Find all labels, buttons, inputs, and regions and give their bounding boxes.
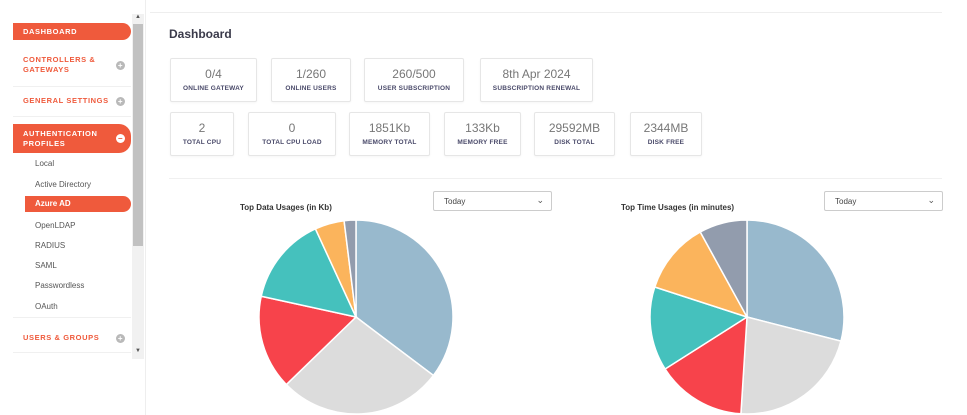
stat-value: 133Kb [465, 121, 500, 135]
sidebar-subitem-openldap[interactable]: OpenLDAP [35, 221, 76, 230]
sidebar-subitem-oauth[interactable]: OAuth [35, 302, 58, 311]
section-divider [169, 178, 942, 179]
stat-value: 260/500 [392, 67, 436, 81]
stat-card-online-gateway: 0/4 ONLINE GATEWAY [170, 58, 257, 102]
stat-card-memory-total: 1851Kb MEMORY TOTAL [349, 112, 430, 156]
stat-card-disk-total: 29592MB DISK TOTAL [534, 112, 615, 156]
stat-label: MEMORY FREE [457, 139, 508, 146]
sidebar-scrollbar[interactable]: ▲ ▼ [132, 14, 144, 359]
pie-slice[interactable] [355, 219, 454, 377]
scrollbar-thumb[interactable] [133, 24, 143, 246]
stat-value: 1851Kb [368, 121, 411, 135]
divider [13, 86, 131, 87]
pie-chart-data-usage [258, 219, 454, 415]
stat-label: SUBSCRIPTION RENEWAL [492, 85, 581, 92]
divider [13, 116, 131, 117]
pie-slice[interactable] [653, 230, 749, 319]
stat-label: USER SUBSCRIPTION [377, 85, 451, 92]
pie-slice[interactable] [260, 227, 358, 319]
select-value: Today [444, 197, 466, 206]
sidebar-subitem-radius[interactable]: RADIUS [35, 241, 66, 250]
chevron-down-icon: ⌄ [536, 195, 544, 205]
stat-value: 1/260 [295, 67, 327, 81]
sidebar-item-label: USERS & GROUPS [23, 333, 100, 342]
sidebar-subitem-saml[interactable]: SAML [35, 261, 57, 270]
stat-label: DISK FREE [647, 139, 685, 146]
page-title: Dashboard [169, 27, 232, 41]
stat-label: TOTAL CPU [182, 139, 222, 146]
sidebar-item-authentication-profiles[interactable]: AUTHENTICATION PROFILES − [13, 124, 131, 153]
sidebar-subitem-local[interactable]: Local [35, 159, 55, 168]
divider [13, 317, 131, 318]
select-value: Today [835, 197, 857, 206]
range-select-data-usage[interactable]: Today ⌄ [433, 191, 552, 211]
stat-label: DISK TOTAL [554, 139, 595, 146]
sidebar-item-controllers-gateways[interactable]: CONTROLLERS & GATEWAYS + [13, 55, 131, 75]
scroll-up-arrow-icon[interactable]: ▲ [135, 14, 141, 20]
stat-value: 0 [288, 121, 296, 135]
top-divider [150, 12, 942, 13]
stat-value: 2344MB [643, 121, 689, 135]
pie-slice[interactable] [258, 295, 358, 386]
pie-slice[interactable] [664, 315, 748, 415]
pie-chart-time-usage [649, 219, 845, 415]
chart-title-data-usage: Top Data Usages (in Kb) [240, 203, 332, 212]
plus-icon[interactable]: + [116, 60, 125, 70]
sidebar-item-label: GENERAL SETTINGS [23, 96, 109, 105]
scroll-down-arrow-icon[interactable]: ▼ [135, 348, 141, 354]
sidebar-subitem-active-directory[interactable]: Active Directory [35, 180, 92, 189]
sidebar-subitem-azure-ad[interactable]: Azure AD [25, 196, 131, 212]
stat-value: 8th Apr 2024 [502, 67, 571, 81]
pie-slice[interactable] [343, 219, 357, 318]
stat-value: 2 [198, 121, 206, 135]
pie-slice[interactable] [740, 316, 842, 415]
pie-slice[interactable] [699, 219, 748, 318]
sidebar: DASHBOARD CONTROLLERS & GATEWAYS + GENER… [0, 0, 146, 415]
pie-slice[interactable] [746, 219, 845, 343]
stat-card-online-users: 1/260 ONLINE USERS [271, 58, 351, 102]
stat-card-subscription-renewal: 8th Apr 2024 SUBSCRIPTION RENEWAL [480, 58, 593, 102]
range-select-time-usage[interactable]: Today ⌄ [824, 191, 943, 211]
sidebar-subitem-passwordless[interactable]: Passwordless [35, 281, 85, 290]
divider [13, 352, 131, 353]
pie-slice[interactable] [285, 316, 435, 415]
stat-label: MEMORY TOTAL [362, 139, 417, 146]
plus-icon[interactable]: + [116, 96, 125, 106]
sidebar-item-general-settings[interactable]: GENERAL SETTINGS + [13, 96, 131, 106]
stat-card-memory-free: 133Kb MEMORY FREE [444, 112, 521, 156]
sidebar-item-label: CONTROLLERS & GATEWAYS [23, 55, 96, 74]
stat-label: TOTAL CPU LOAD [262, 139, 322, 146]
stat-card-total-cpu-load: 0 TOTAL CPU LOAD [248, 112, 336, 156]
stat-label: ONLINE GATEWAY [183, 85, 244, 92]
plus-icon[interactable]: + [116, 333, 125, 343]
sidebar-item-dashboard[interactable]: DASHBOARD [13, 23, 131, 40]
stat-card-total-cpu: 2 TOTAL CPU [170, 112, 234, 156]
chevron-down-icon: ⌄ [927, 195, 935, 205]
sidebar-item-label: AUTHENTICATION PROFILES [23, 128, 98, 148]
stat-card-user-subscription: 260/500 USER SUBSCRIPTION [364, 58, 464, 102]
sidebar-item-users-groups[interactable]: USERS & GROUPS + [13, 333, 131, 343]
chart-title-time-usage: Top Time Usages (in minutes) [621, 203, 735, 212]
sidebar-item-label: DASHBOARD [23, 26, 78, 36]
pie-slice[interactable] [649, 286, 749, 371]
stat-card-disk-free: 2344MB DISK FREE [630, 112, 702, 156]
stat-value: 29592MB [548, 121, 601, 135]
stat-label: ONLINE USERS [285, 85, 337, 92]
stat-value: 0/4 [205, 67, 222, 81]
minus-icon[interactable]: − [116, 134, 125, 143]
